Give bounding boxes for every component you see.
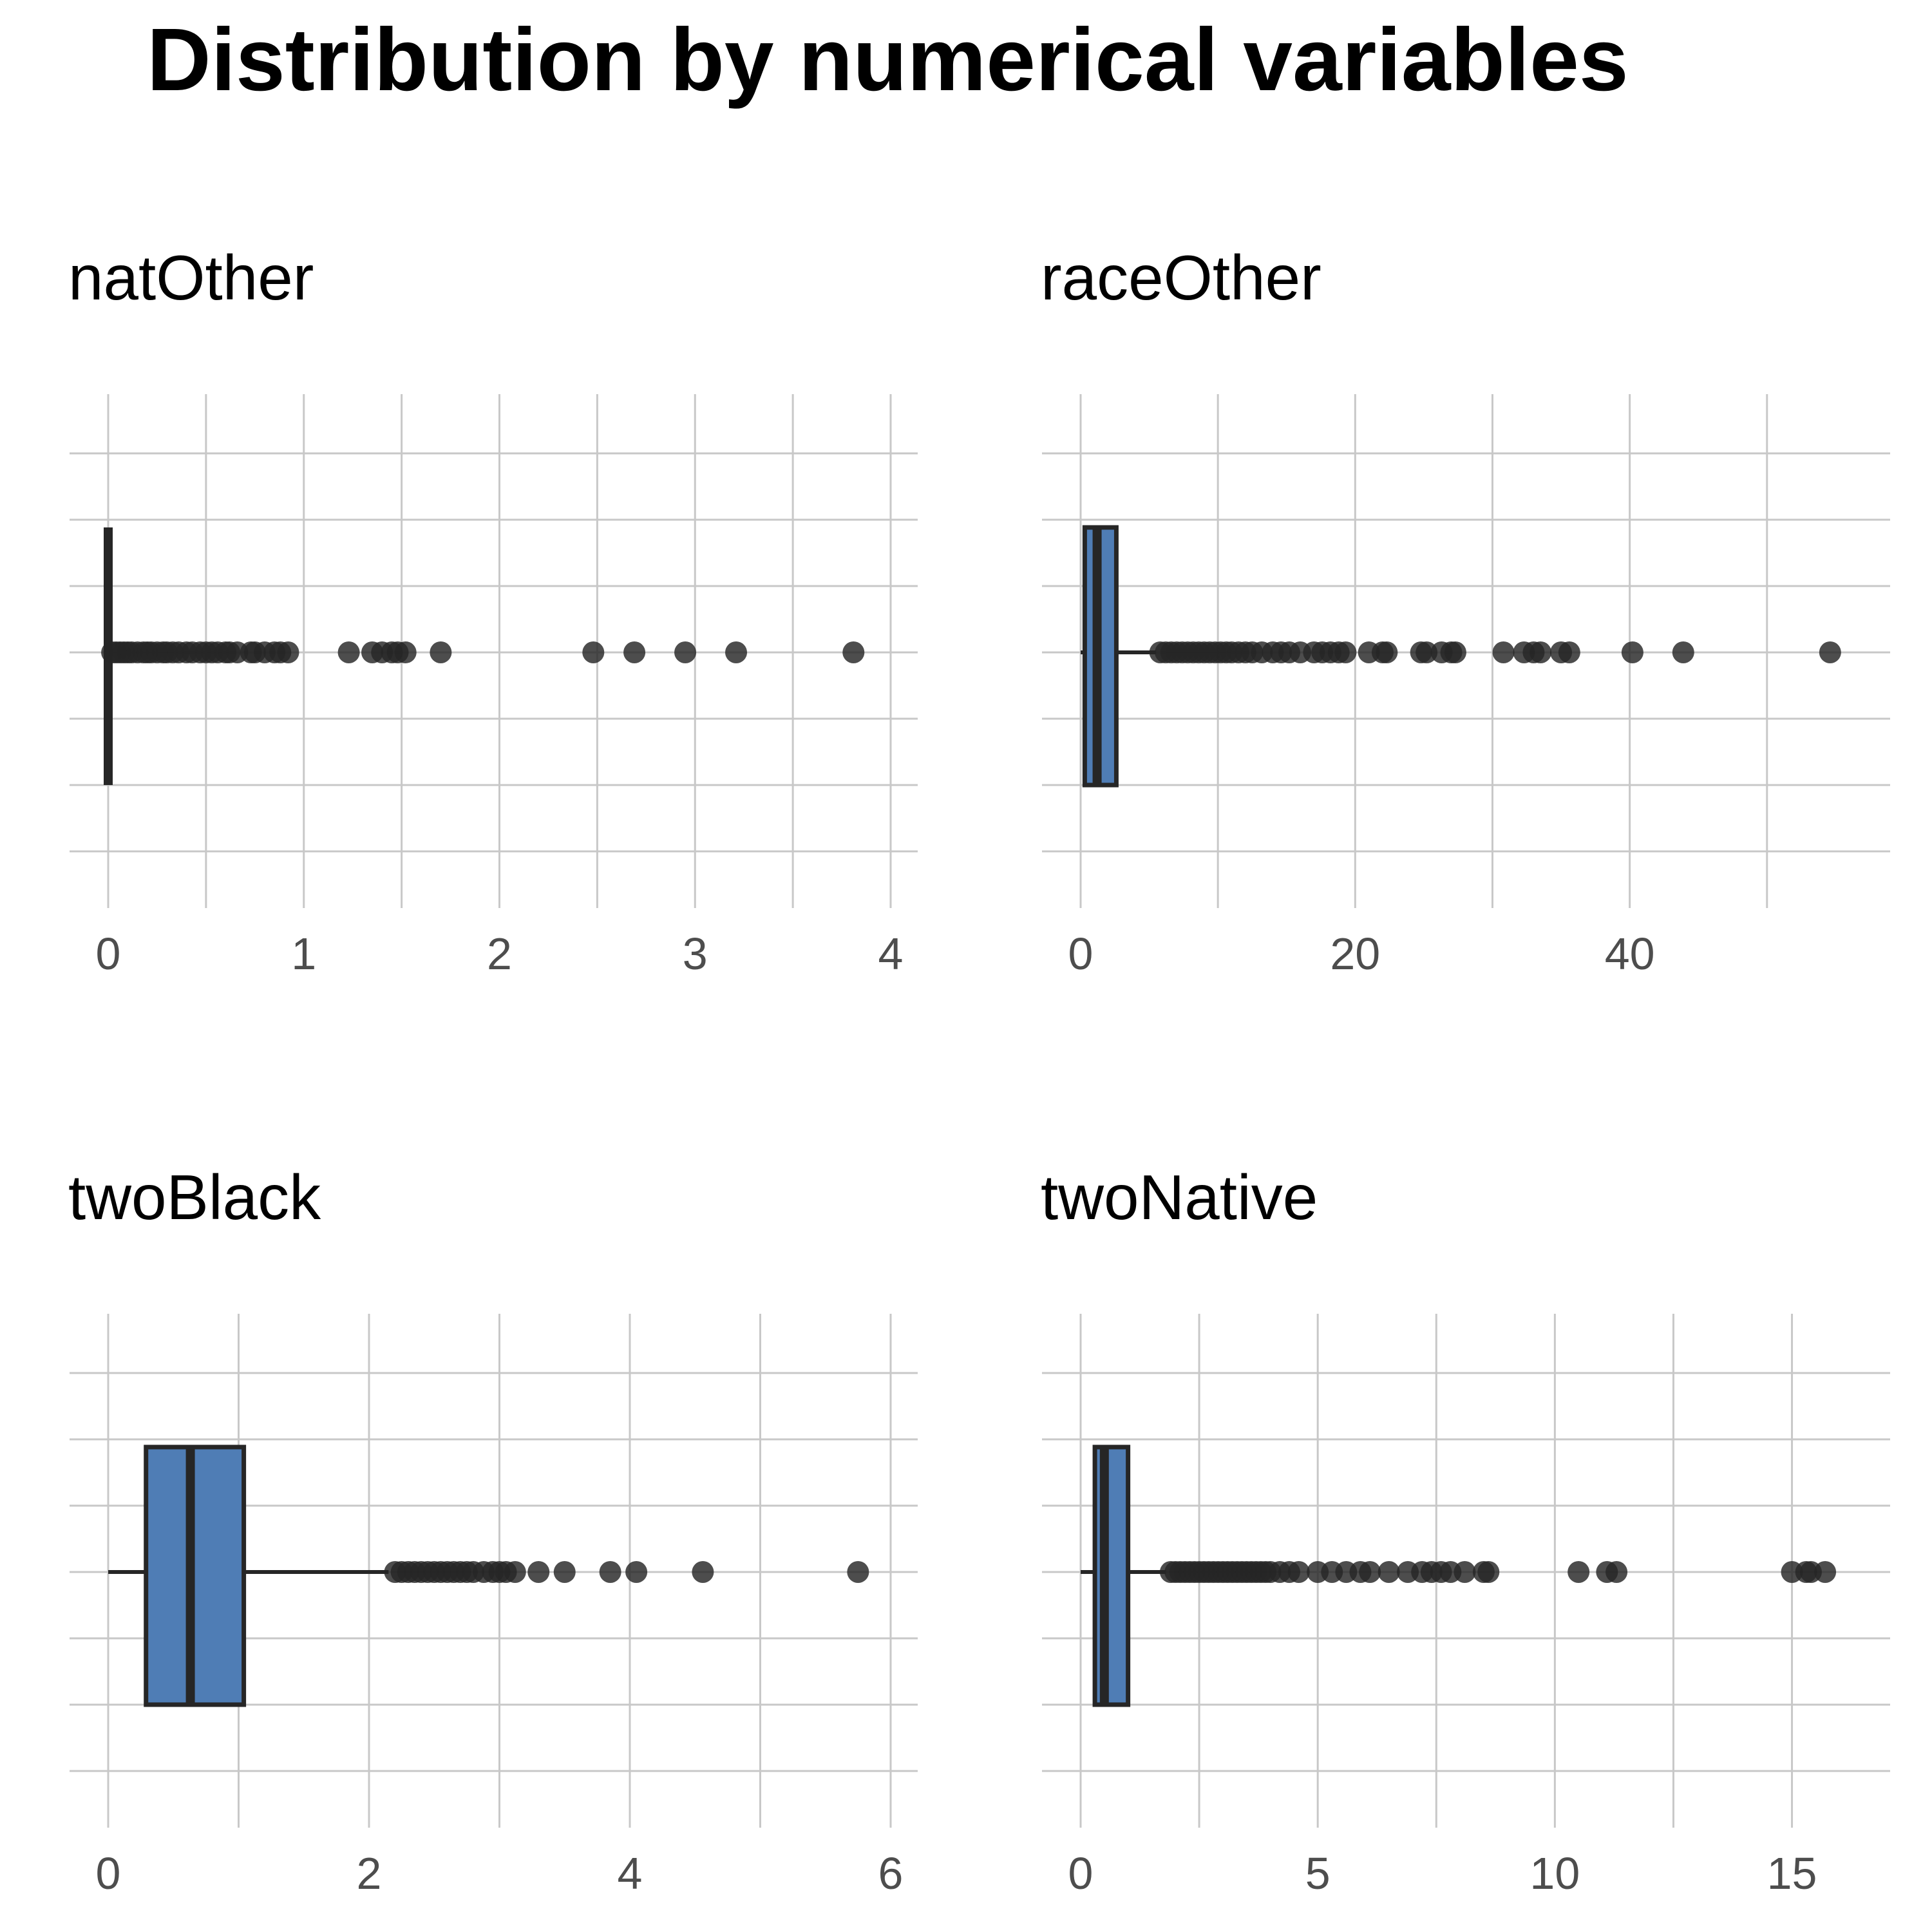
outlier-point	[1376, 641, 1398, 663]
x-tick-label: 0	[1068, 1848, 1094, 1899]
main-title: Distribution by numerical variables	[147, 10, 1629, 109]
x-tick-label: 4	[878, 929, 904, 979]
x-tick-label: 2	[487, 929, 512, 979]
outlier-point	[842, 641, 865, 663]
iqr-box	[144, 1444, 247, 1707]
outlier-point	[725, 641, 748, 663]
outlier-point	[1454, 1561, 1476, 1583]
outlier-point	[623, 641, 646, 663]
x-tick-label: 20	[1330, 929, 1380, 979]
x-tick-label: 0	[1068, 929, 1094, 979]
outlier-point	[1477, 1561, 1500, 1583]
outlier-point	[504, 1561, 526, 1583]
outlier-point	[1378, 1561, 1400, 1583]
outlier-point	[599, 1561, 621, 1583]
outlier-point	[337, 641, 360, 663]
panel-twoBlack: twoBlack 0 2 4 6	[68, 1162, 918, 1899]
outlier-point	[1567, 1561, 1590, 1583]
panel-title: natOther	[68, 242, 314, 313]
outlier-point	[1444, 641, 1466, 663]
outlier-point	[692, 1561, 714, 1583]
outlier-point	[674, 641, 697, 663]
outlier-point	[582, 641, 605, 663]
outlier-point	[394, 641, 417, 663]
panel-title: twoBlack	[68, 1162, 321, 1233]
panel-twoNative: twoNative 0 5 10 15	[1041, 1162, 1890, 1899]
outlier-point	[1334, 641, 1357, 663]
x-tick-label: 2	[357, 1848, 382, 1899]
x-tick-label: 3	[683, 929, 708, 979]
outlier-point	[625, 1561, 648, 1583]
x-tick-label: 0	[96, 929, 121, 979]
panel-raceOther: raceOther 0 20 40	[1041, 242, 1890, 979]
outlier-point	[1287, 1561, 1310, 1583]
x-tick-label: 10	[1530, 1848, 1580, 1899]
outlier-point	[1672, 641, 1694, 663]
x-tick-label: 15	[1767, 1848, 1817, 1899]
panel-title: raceOther	[1041, 242, 1321, 313]
outlier-point	[1819, 641, 1841, 663]
outlier-point	[277, 641, 299, 663]
outlier-point	[1530, 641, 1552, 663]
x-tick-label: 4	[618, 1848, 643, 1899]
outlier-point	[847, 1561, 869, 1583]
outlier-point	[1359, 1561, 1381, 1583]
outlier-point	[1492, 641, 1515, 663]
outlier-point	[527, 1561, 550, 1583]
outlier-point	[1416, 641, 1438, 663]
x-tick-label: 40	[1605, 929, 1655, 979]
outlier-point	[1621, 641, 1643, 663]
panel-natOther: natOther 0 1 2 3 4	[68, 242, 918, 979]
x-tick-label: 0	[96, 1848, 121, 1899]
outlier-point	[430, 641, 452, 663]
outlier-point	[553, 1561, 576, 1583]
outlier-point	[1558, 641, 1580, 663]
x-tick-label: 6	[878, 1848, 904, 1899]
x-tick-label: 5	[1305, 1848, 1331, 1899]
outlier-point	[1605, 1561, 1628, 1583]
outlier-point	[1814, 1561, 1837, 1583]
x-tick-label: 1	[291, 929, 316, 979]
panel-title: twoNative	[1041, 1162, 1318, 1233]
